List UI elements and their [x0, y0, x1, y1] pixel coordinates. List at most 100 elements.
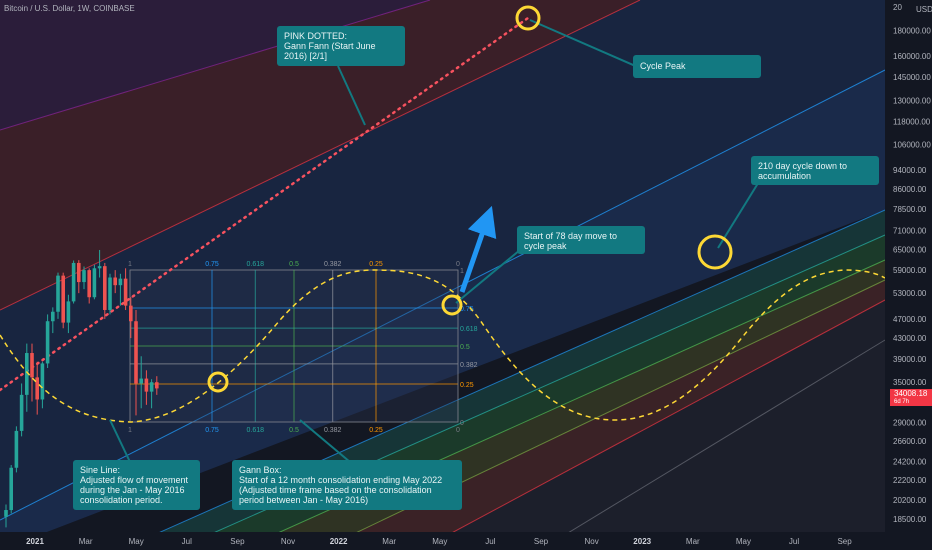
- candle-body: [123, 278, 128, 306]
- gann-top-label: 1: [128, 261, 132, 268]
- candle-body: [97, 266, 102, 269]
- time-tick-label: Jul: [789, 537, 799, 546]
- price-tick-label: 160000.00: [893, 52, 931, 61]
- time-tick-label: May: [736, 537, 751, 546]
- price-tick-label: 20200.00: [893, 496, 927, 505]
- candle-body: [87, 270, 91, 298]
- candle-body: [149, 382, 154, 392]
- gann-right-label: 1: [460, 268, 464, 275]
- candle-body: [118, 278, 123, 286]
- fan-line-blue-1: [0, 69, 886, 521]
- time-tick-label: Sep: [534, 537, 549, 546]
- cycle-peak-arrow: [459, 205, 497, 293]
- price-tick-label: 86000.00: [893, 185, 927, 194]
- time-tick-label: Jul: [485, 537, 495, 546]
- highlight-circles: [207, 5, 733, 393]
- price-tick-label: 59000.00: [893, 266, 927, 275]
- candle-body: [51, 311, 55, 322]
- candles: [4, 249, 159, 528]
- candle-body: [103, 266, 107, 310]
- time-tick-label: May: [432, 537, 447, 546]
- time-tick-label: May: [129, 537, 144, 546]
- gann-top-label: 0: [456, 261, 460, 268]
- price-axis[interactable]: 20 180000.00 160000.00 145000.00 130000.00 11…: [885, 0, 932, 532]
- price-tick-label: 35000.00: [893, 378, 927, 387]
- time-tick-label: Jul: [182, 537, 192, 546]
- gann-right-label: 0.5: [460, 344, 470, 351]
- note-cycle-down[interactable]: 210 day cycle down to accumulation: [751, 156, 879, 185]
- candle-body: [30, 353, 34, 378]
- note-gann-box[interactable]: Gann Box: Start of a 12 month consolidat…: [232, 460, 462, 510]
- candle-body: [61, 275, 65, 323]
- time-tick-label: Sep: [230, 537, 245, 546]
- candle-body: [9, 467, 13, 511]
- price-tick-label: 180000.00: [893, 27, 931, 36]
- sine-line: [0, 269, 886, 423]
- candle-body: [134, 321, 138, 384]
- gann-top-label: 0.618: [247, 261, 265, 268]
- note-start-78[interactable]: Start of 78 day move to cycle peak: [517, 226, 645, 254]
- price-tick-label: 18500.00: [893, 515, 927, 524]
- gann-right-label: 0.25: [460, 382, 474, 389]
- price-tick-label: 29000.00: [893, 419, 927, 428]
- price-tick-label: 130000.00: [893, 96, 931, 105]
- gann-top-label: 0.25: [369, 261, 383, 268]
- candle-body: [144, 378, 149, 392]
- last-price-value: 34008.18: [894, 389, 928, 398]
- candle-body: [66, 301, 71, 323]
- pointer-cycle-down: [717, 179, 761, 249]
- candle-body: [45, 321, 50, 364]
- price-tick-label: 20: [893, 3, 902, 12]
- fan-line-grey: [539, 339, 886, 550]
- pointer-sine: [109, 419, 131, 463]
- pointer-pink: [337, 65, 366, 126]
- time-tick-label: Mar: [79, 537, 93, 546]
- gann-bottom-label: 0.25: [369, 427, 383, 434]
- gann-bottom-label: 0: [456, 427, 460, 434]
- note-cycle-peak[interactable]: Cycle Peak: [633, 55, 761, 78]
- price-tick-label: 39000.00: [893, 355, 927, 364]
- time-tick-label: 2023: [633, 537, 651, 546]
- time-tick-label: Nov: [281, 537, 295, 546]
- price-tick-label: 26600.00: [893, 437, 927, 446]
- gann-bottom-label: 1: [128, 427, 132, 434]
- gann-box[interactable]: 1 1 1 0.75 0.75 0.75 0.618 0.618 0.618 0.5 0.5 0.5 0…: [128, 261, 478, 434]
- last-price-countdown: 6d 7h: [894, 399, 910, 405]
- pointer-start-78: [455, 249, 521, 304]
- gann-right-label: 0.75: [460, 306, 474, 313]
- price-tick-label: 65000.00: [893, 245, 927, 254]
- circle-cycle-peak: [515, 5, 541, 31]
- price-tick-label: 22200.00: [893, 476, 927, 485]
- currency-label: USD: [916, 5, 932, 14]
- pointer-gann: [299, 419, 351, 463]
- time-tick-label: Mar: [686, 537, 700, 546]
- circle-cycle-down: [697, 234, 733, 270]
- band-blue-mid: [0, 70, 885, 550]
- gann-top-label: 0.382: [324, 261, 342, 268]
- price-tick-label: 53000.00: [893, 289, 927, 298]
- pointer-cycle-peak: [529, 19, 641, 69]
- gann-bottom-label: 0.382: [324, 427, 342, 434]
- gann-bottom-label: 0.618: [247, 427, 265, 434]
- note-pink-dotted[interactable]: PINK DOTTED: Gann Fann (Start June 2016)…: [277, 26, 405, 66]
- candle-body: [113, 277, 117, 286]
- price-tick-label: 43000.00: [893, 334, 927, 343]
- candle-body: [82, 270, 86, 283]
- time-axis[interactable]: 2021 Mar May Jul Sep Nov 2022 Mar May Jul Sep Nov 20…: [0, 532, 932, 550]
- price-tick-label: 24200.00: [893, 457, 927, 466]
- fan-line-red-2: [419, 299, 886, 550]
- circle-start-78: [441, 294, 463, 316]
- candle-body: [129, 305, 133, 322]
- gann-right-label: 0: [460, 420, 464, 427]
- time-tick-label: 2022: [330, 537, 348, 546]
- time-tick-label: Mar: [382, 537, 396, 546]
- fan-line-red-1: [0, 0, 641, 311]
- time-tick-label: 2021: [26, 537, 44, 546]
- gann-bottom-label: 0.75: [205, 427, 219, 434]
- note-sine-line[interactable]: Sine Line: Adjusted flow of movement dur…: [73, 460, 200, 510]
- price-tick-label: 94000.00: [893, 166, 927, 175]
- gann-right-label: 0.618: [460, 326, 478, 333]
- gann-right-label: 0.382: [460, 362, 478, 369]
- gann-top-label: 0.5: [289, 261, 299, 268]
- candle-body: [77, 262, 81, 283]
